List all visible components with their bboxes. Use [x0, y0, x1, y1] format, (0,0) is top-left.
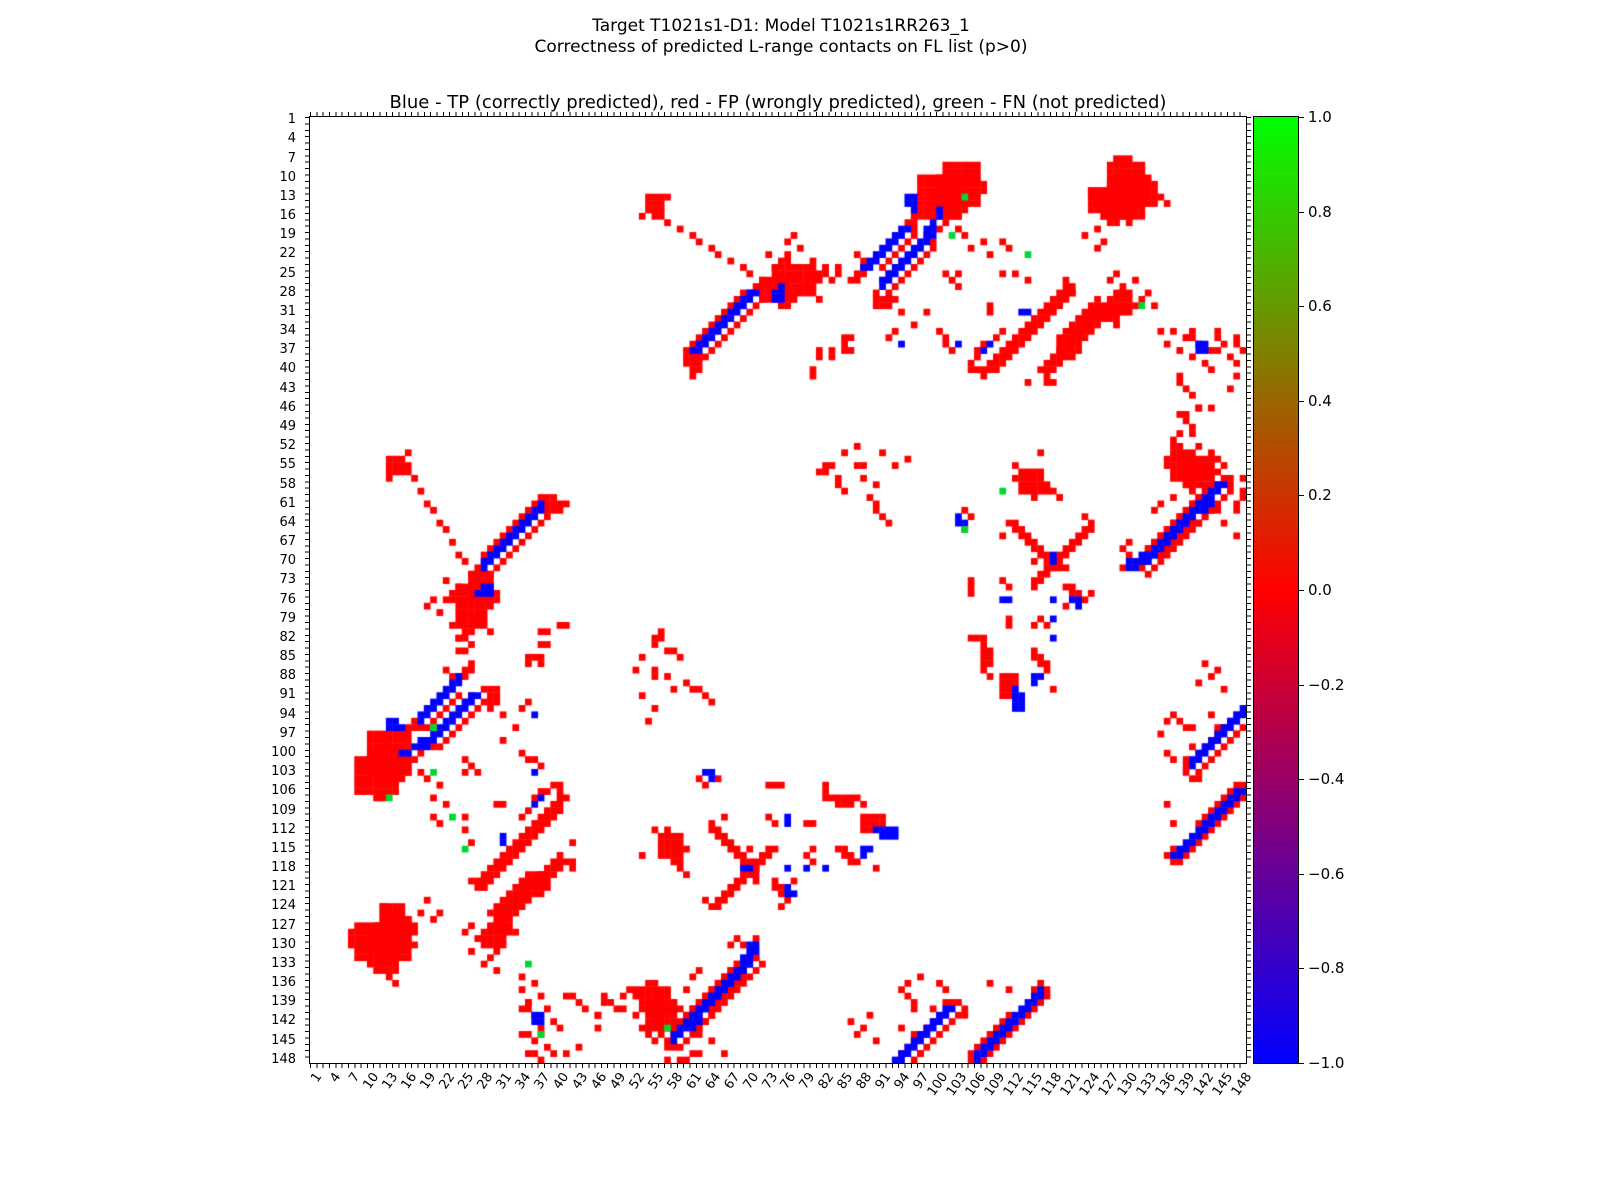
y-tick-label: 85: [279, 649, 296, 665]
y-tick-label: 142: [271, 1013, 296, 1029]
y-tick-label: 97: [279, 725, 296, 741]
right-axis-minor-ticks: [1247, 117, 1251, 1063]
y-tick-label: 67: [279, 534, 296, 550]
colorbar-gradient: [1254, 117, 1298, 1063]
colorbar-tick: [1299, 400, 1304, 402]
y-tick-label: 148: [271, 1051, 296, 1067]
y-tick-label: 10: [279, 169, 296, 185]
y-tick-label: 121: [271, 879, 296, 895]
y-tick-label: 19: [279, 227, 296, 243]
colorbar-tick-label: 0.6: [1308, 297, 1332, 316]
y-tick-label: 145: [271, 1032, 296, 1048]
y-tick-label: 37: [279, 342, 296, 358]
x-axis-minor-ticks: [310, 1064, 1246, 1068]
colorbar-tick-label: −0.2: [1308, 675, 1345, 694]
y-tick-label: 31: [279, 303, 296, 319]
y-tick-label: 70: [279, 553, 296, 569]
colorbar-tick-label: −0.6: [1308, 864, 1345, 883]
y-tick-label: 1: [287, 112, 296, 128]
colorbar-tick-label: 0.4: [1308, 391, 1332, 410]
y-tick-label: 76: [279, 591, 296, 607]
y-tick-label: 91: [279, 687, 296, 703]
colorbar-tick: [1299, 779, 1304, 781]
y-tick-label: 112: [271, 821, 296, 837]
colorbar-tick: [1299, 1063, 1304, 1064]
colorbar-tick: [1299, 873, 1304, 875]
y-tick-label: 49: [279, 419, 296, 434]
axes-title: Blue - TP (correctly predicted), red - F…: [389, 92, 1167, 113]
colorbar-tick: [1299, 495, 1304, 497]
y-tick-label: 43: [279, 380, 296, 396]
y-tick-label: 115: [271, 840, 296, 856]
y-tick-label: 109: [271, 802, 296, 818]
y-tick-label: 139: [271, 994, 296, 1010]
y-tick-label: 130: [271, 936, 296, 952]
y-tick-label: 64: [279, 514, 296, 530]
y-tick-label: 82: [279, 629, 296, 645]
colorbar: [1253, 116, 1299, 1064]
colorbar-tick: [1299, 968, 1304, 970]
colorbar-tick-label: −0.4: [1308, 770, 1345, 789]
y-tick-label: 16: [279, 208, 296, 224]
colorbar-tick: [1299, 211, 1304, 213]
y-tick-label: 136: [271, 975, 296, 991]
colorbar-tick: [1299, 117, 1304, 118]
y-tick-label: 94: [279, 706, 296, 722]
y-tick-label: 73: [279, 572, 296, 588]
y-tick-label: 34: [279, 323, 296, 339]
colorbar-tick-label: 0.2: [1308, 486, 1332, 505]
figure-title-line2: Correctness of predicted L-range contact…: [534, 37, 1028, 57]
colorbar-tick-label: 0.8: [1308, 202, 1332, 221]
y-tick-label: 100: [271, 744, 296, 760]
y-tick-label: 127: [271, 917, 296, 933]
y-tick-label: 40: [279, 361, 296, 377]
y-tick-label: 46: [279, 399, 296, 415]
y-tick-label: 118: [271, 860, 296, 876]
y-tick-label: 22: [279, 246, 296, 262]
colorbar-tick: [1299, 306, 1304, 308]
y-tick-label: 106: [271, 783, 296, 799]
y-tick-label: 58: [279, 476, 296, 492]
y-tick-label: 88: [279, 668, 296, 684]
colorbar-tick-label: 0.0: [1308, 581, 1332, 599]
y-tick-label: 7: [287, 150, 296, 166]
contact-map-canvas: [310, 117, 1246, 1063]
y-tick-label: 25: [279, 265, 296, 281]
plot-area: [305, 112, 1251, 1068]
y-tick-label: 61: [279, 495, 296, 511]
y-tick-label: 4: [287, 131, 296, 147]
y-tick-label: 79: [279, 610, 296, 626]
colorbar-tick-label: −1.0: [1308, 1054, 1345, 1072]
colorbar-tick: [1299, 684, 1304, 686]
y-tick-label: 55: [279, 457, 296, 473]
y-tick-label: 13: [279, 188, 296, 204]
y-tick-label: 52: [279, 438, 296, 454]
y-tick-label: 124: [271, 898, 296, 914]
y-tick-label: 28: [279, 284, 296, 300]
y-tick-label: 133: [271, 955, 296, 971]
y-axis-minor-ticks: [305, 117, 309, 1063]
y-tick-label: 103: [271, 764, 296, 780]
figure-title-line1: Target T1021s1-D1: Model T1021s1RR263_1: [592, 16, 970, 36]
colorbar-tick-label: 1.0: [1308, 108, 1332, 126]
colorbar-tick: [1299, 590, 1304, 591]
colorbar-tick-label: −0.8: [1308, 959, 1345, 978]
